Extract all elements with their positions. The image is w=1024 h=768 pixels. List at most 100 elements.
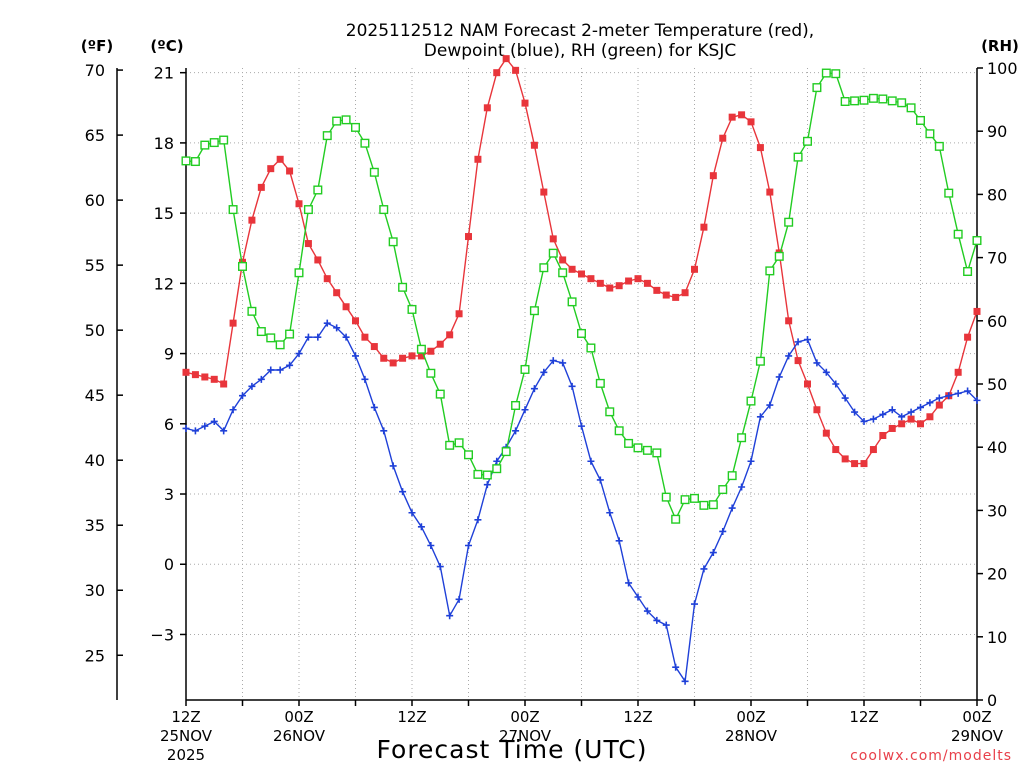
x-axis-title: Forecast Time (UTC) [377,735,648,764]
dewpoint-point [210,417,218,425]
temperature-point [860,460,868,468]
x-tick-label: 00Z [284,708,313,726]
dewpoint-point [267,366,275,374]
rh-point [784,217,794,227]
celsius-tick-label: 9 [164,345,174,364]
temperature-point [851,460,859,468]
tick-labels: −3 0 3 6 9 12 15 18 21 25 30 35 40 45 50 55 60 65 70 0 10 20 3… [85,59,1018,764]
dewpoint-point [427,542,435,550]
temperature-point [483,104,491,112]
dewpoint-point [182,424,190,432]
temperature-point [964,333,972,341]
temperature-point [333,289,341,297]
rh-point [614,426,624,436]
rh-point [916,115,926,125]
temperature-point [794,357,802,365]
x-tick-label: 00Z [510,708,539,726]
fahrenheit-tick-label: 35 [85,516,105,535]
rh-point [953,229,963,239]
celsius-tick-label: 6 [164,415,174,434]
temperature-point [653,286,661,294]
dewpoint-point [700,565,708,573]
series-layer [181,55,982,685]
rh-point [341,115,351,125]
celsius-tick-label: 12 [154,274,174,293]
rh-point [558,268,568,278]
temperature-point [973,307,981,315]
temperature-point [700,223,708,231]
temperature-point [389,359,397,367]
dewpoint-point [973,396,981,404]
dewpoint-point [380,427,388,435]
dewpoint-point [691,600,698,608]
fahrenheit-tick-label: 65 [85,126,105,145]
rh-point [671,514,681,524]
dewpoint-point [606,509,614,517]
dewpoint-point [295,350,303,358]
rh-point [200,140,210,150]
rh-point [859,95,869,105]
temperature-point [869,446,877,454]
rh-point [577,328,587,338]
dewpoint-point [352,352,359,360]
rh-point [765,266,775,276]
dewpoint-point [794,338,802,346]
dewpoint-point [370,403,378,411]
rh-point [473,469,483,479]
temperature-point [785,317,793,325]
rh-point [360,138,370,148]
x-tick-date-label: 25NOV [160,727,213,745]
rh-point [332,116,342,126]
dewpoint-point [747,457,755,465]
temperature-point [738,111,746,119]
dewpoint-point [587,457,595,465]
dewpoint-point [841,394,849,402]
rh-point [868,93,878,103]
chart-title-line1: 2025112512 NAM Forecast 2-meter Temperat… [346,21,814,41]
dewpoint-point [455,595,463,603]
rh-point [906,103,916,113]
rh-point [642,445,652,455]
rh-point [351,122,361,132]
rh-point [247,306,257,316]
dewpoint-point [314,333,322,341]
temperature-point [380,354,388,362]
temperature-point [191,371,199,379]
temperature-point [888,424,896,432]
fahrenheit-tick-label: 30 [85,581,105,600]
x-tick-label: 12Z [623,708,652,726]
temperature-point [559,256,567,264]
rh-point [831,69,841,79]
dewpoint-point [832,380,840,388]
rh-point [313,185,323,195]
dewpoint-point [954,389,962,397]
dewpoint-point [625,579,633,587]
temperature-point [493,69,501,77]
rh-point [972,236,982,246]
dewpoint-point [399,488,407,496]
temperature-point [474,155,482,163]
fahrenheit-tick-label: 40 [85,451,105,470]
dewpoint-point [248,382,256,390]
dewpoint-point [436,563,444,571]
temperature-point [747,118,755,126]
rh-point [746,396,756,406]
rh-point [887,96,897,106]
dewpoint-point [643,607,651,615]
dewpoint-point [361,375,369,383]
source-credit: coolwx.com/modelts [850,748,1012,764]
celsius-tick-label: −3 [150,625,174,644]
dewpoint-point [804,336,811,344]
rh-point [727,471,737,481]
dewpoint-point [596,476,604,484]
temperature-point [530,141,538,149]
dewpoint-point [323,319,331,327]
rh-point [850,96,860,106]
x-tick-label: 00Z [736,708,765,726]
temperature-point [728,113,736,121]
dewpoint-point [304,333,312,341]
temperature-point [436,340,444,348]
rh-point [529,306,539,316]
dewpoint-point [935,394,943,402]
rh-point [303,205,313,215]
